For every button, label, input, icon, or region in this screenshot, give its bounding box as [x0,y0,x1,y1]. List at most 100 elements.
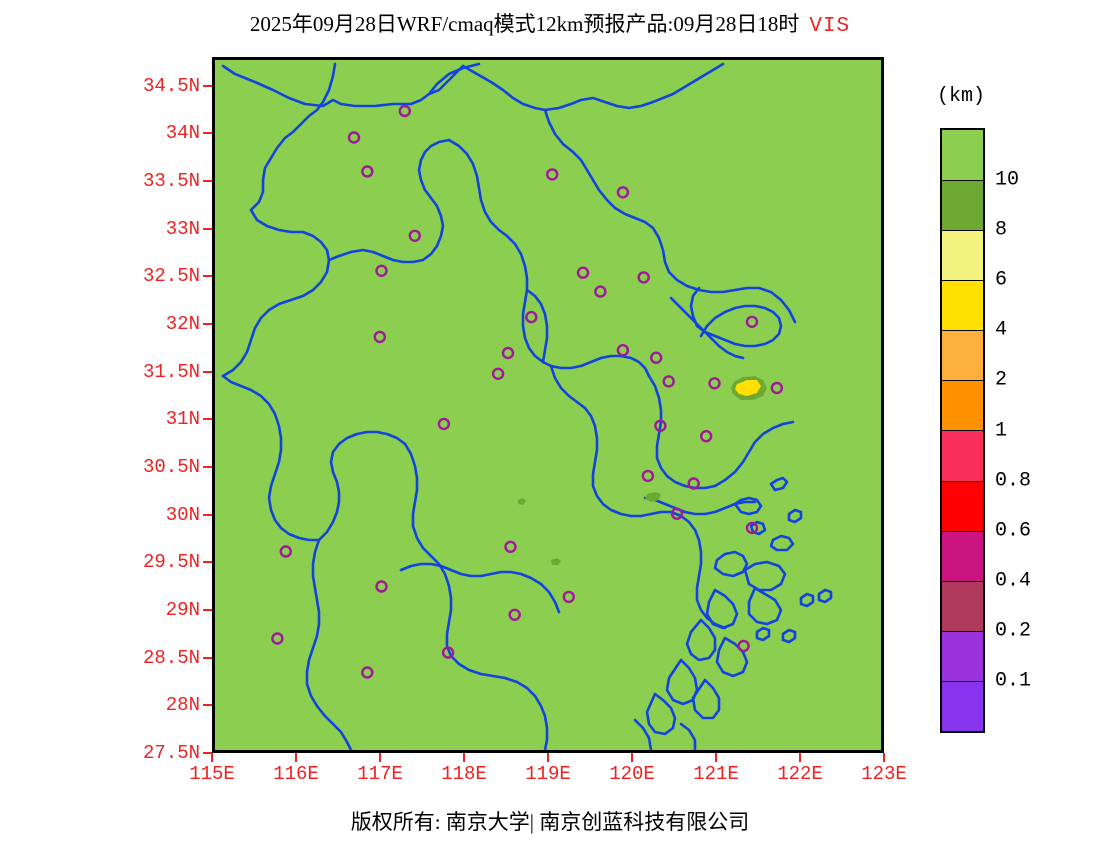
x-axis-tick-mark [631,753,633,762]
y-axis-tick-mark [203,227,212,230]
y-axis-tick-label: 31.5N [142,360,200,383]
y-axis-tick-label: 29.5N [142,551,200,574]
station-marker [745,315,759,328]
colorbar-tick-label: 6 [995,268,1008,292]
x-axis-tick-label: 123E [861,763,907,785]
y-axis-tick-label: 29N [165,598,200,621]
station-marker [745,521,759,535]
y-axis-tick-mark [203,465,212,468]
y-axis-tick-mark [203,132,212,135]
colorbar-tick-label: 1 [995,419,1008,442]
station-marker [279,545,293,558]
y-axis-tick-mark [203,322,212,325]
y-axis-tick-mark [203,513,212,516]
colorbar-segment [942,130,983,181]
chart-variable-label: VIS [809,15,851,38]
station-marker [662,375,675,388]
station-marker [373,330,387,344]
station-marker [594,285,607,298]
station-marker [654,419,667,432]
y-axis-tick-label: 32N [165,312,200,335]
x-axis-tick-mark [295,753,297,762]
y-axis-tick-mark [203,418,212,421]
colorbar-tick-label: 10 [995,168,1020,192]
colorbar-segment [942,230,983,281]
y-axis-tick-label: 34.5N [142,74,200,97]
colorbar-tick-label: 0.4 [995,569,1032,593]
colorbar-tick-label: 4 [995,318,1008,342]
map-canvas [221,62,833,750]
colorbar-segment [942,680,983,731]
map-plot-area[interactable] [212,57,884,753]
station-marker [637,271,650,284]
y-axis-tick-label: 34N [165,122,200,145]
station-marker [687,477,700,490]
x-axis-tick-label: 116E [273,763,319,785]
y-axis-tick-label: 30.5N [142,455,200,478]
y-axis-tick-mark [203,561,212,564]
colorbar-segment [942,480,983,531]
station-marker [501,346,515,360]
station-marker [375,580,388,593]
copyright-footer: 版权所有: 南京大学| 南京创蓝科技有限公司 [350,810,750,834]
x-axis-tick-mark [883,753,885,762]
station-marker [271,632,284,645]
x-axis-tick-mark [799,753,801,762]
y-axis-tick-label: 28N [165,694,200,717]
colorbar-tick-label: 0.1 [995,669,1032,693]
station-marker [361,165,374,178]
station-marker [700,430,713,443]
station-marker [708,377,721,390]
x-axis-tick-label: 118E [441,763,487,785]
station-marker [437,417,451,431]
station-marker [616,344,630,357]
station-marker [508,608,521,621]
x-axis-tick-mark [379,753,381,762]
station-marker [616,186,630,199]
chart-title-text: 2025年09月28日WRF/cmaq模式12km预报产品:09月28日18时 [249,12,800,36]
station-marker [576,266,590,279]
station-marker [504,540,517,553]
colorbar-tick-label: 0.6 [995,519,1032,543]
x-axis-tick-mark [547,753,549,762]
colorbar-segment [942,630,983,681]
x-axis-tick-label: 117E [357,763,403,785]
y-axis-tick-mark [203,752,212,754]
y-axis-tick-mark [203,370,212,373]
station-marker [347,131,361,144]
x-axis-tick-label: 115E [189,763,235,785]
station-marker [491,367,505,380]
y-axis-tick-mark [203,704,212,707]
colorbar-tick-label: 0.8 [995,469,1032,493]
colorbar-unit-label: (km) [937,85,986,108]
y-axis-tick-label: 28.5N [142,646,200,669]
y-axis-tick-label: 30N [165,503,200,526]
colorbar-segment [942,580,983,631]
station-marker [737,639,750,653]
station-marker [546,168,559,181]
chart-title: 2025年09月28日WRF/cmaq模式12km预报产品:09月28日18时 V… [0,8,1100,38]
y-axis-tick-label: 31N [165,408,200,431]
station-marker [525,310,538,324]
station-marker [441,646,455,659]
station-marker [670,507,684,520]
station-marker [770,381,784,395]
station-marker [361,666,374,679]
x-axis-tick-mark [463,753,465,762]
y-axis-tick-label: 32.5N [142,265,200,288]
x-axis-tick-label: 122E [777,763,823,785]
y-axis-tick-mark [203,179,212,182]
x-axis-tick-label: 119E [525,763,571,785]
colorbar[interactable] [940,128,985,733]
colorbar-segment [942,530,983,581]
y-axis-tick-mark [203,656,212,659]
station-marker [398,104,412,118]
station-marker [562,590,575,604]
station-marker [375,264,388,278]
x-axis-tick-mark [211,753,213,762]
station-marker [641,469,655,483]
y-axis-tick-mark [203,275,212,278]
visibility-patches [518,376,767,565]
y-axis-tick-mark [203,84,212,87]
y-axis-tick-label: 33N [165,217,200,240]
